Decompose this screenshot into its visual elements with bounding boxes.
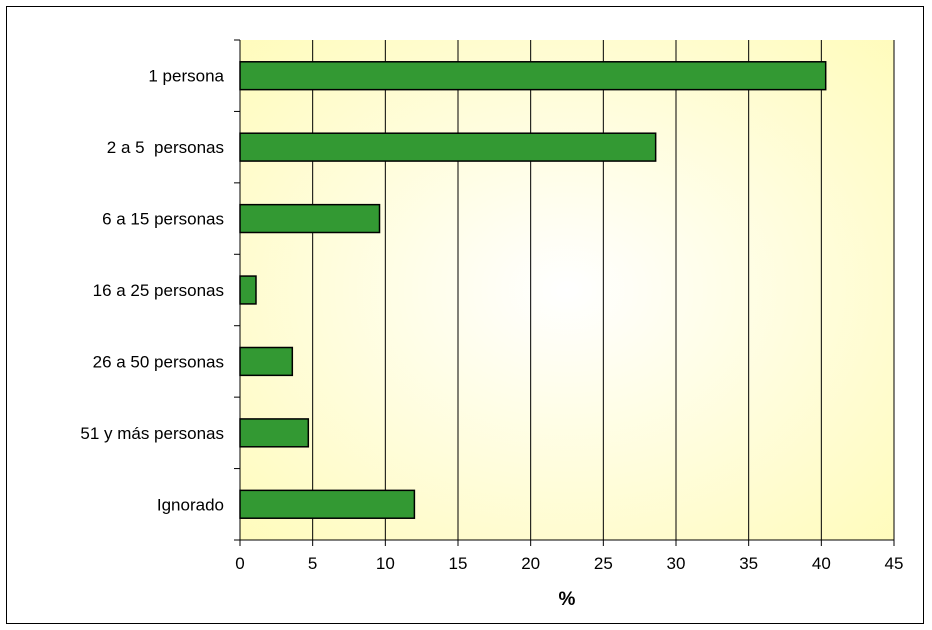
category-label: 1 persona [148,67,224,86]
bar [239,275,257,305]
x-axis-label: % [559,589,576,610]
bar [239,489,416,519]
x-tick-label: 30 [667,554,686,573]
category-label: 51 y más personas [80,424,224,443]
x-tick-label: 40 [812,554,831,573]
category-label: 26 a 50 personas [93,352,224,371]
plot-area [240,40,894,540]
bar [239,61,827,91]
bar [239,346,294,377]
x-tick-label: 5 [308,554,317,573]
x-tick-label: 20 [521,554,540,573]
bar [239,132,657,162]
x-tick-label: 35 [739,554,758,573]
x-tick-label: 45 [885,554,904,573]
category-label: 6 a 15 personas [102,210,224,229]
x-tick-label: 15 [449,554,468,573]
bar [239,203,381,234]
x-tick-label: 25 [594,554,613,573]
category-label: 2 a 5 personas [107,138,224,157]
category-label: 16 a 25 personas [93,281,224,300]
bar [239,418,310,448]
x-tick-label: 10 [376,554,395,573]
category-label: Ignorado [157,495,224,514]
x-tick-label: 0 [235,554,244,573]
